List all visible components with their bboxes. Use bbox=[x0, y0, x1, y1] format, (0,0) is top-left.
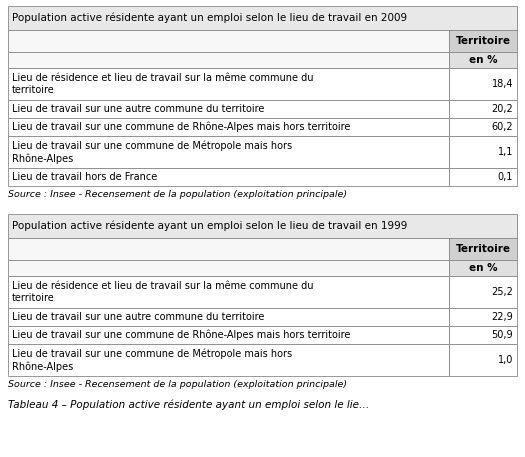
Bar bbox=[449, 30, 517, 52]
Bar bbox=[449, 308, 517, 326]
Text: Population active résidente ayant un emploi selon le lieu de travail en 1999: Population active résidente ayant un emp… bbox=[12, 221, 407, 231]
Text: Tableau 4 – Population active résidente ayant un emploi selon le lie…: Tableau 4 – Population active résidente … bbox=[8, 400, 370, 410]
Text: 1,0: 1,0 bbox=[498, 355, 513, 365]
Bar bbox=[449, 136, 517, 168]
Bar bbox=[8, 68, 449, 100]
Bar bbox=[8, 238, 449, 260]
Bar bbox=[449, 260, 517, 276]
Bar bbox=[449, 68, 517, 100]
Text: Territoire: Territoire bbox=[456, 36, 510, 46]
Bar bbox=[8, 214, 517, 238]
Text: Lieu de travail sur une commune de Rhône-Alpes mais hors territoire: Lieu de travail sur une commune de Rhône… bbox=[12, 122, 350, 132]
Text: 18,4: 18,4 bbox=[491, 79, 513, 89]
Text: 1,1: 1,1 bbox=[498, 147, 513, 157]
Bar bbox=[449, 52, 517, 68]
Text: 20,2: 20,2 bbox=[491, 104, 513, 114]
Bar bbox=[8, 52, 449, 68]
Text: Lieu de travail sur une commune de Métropole mais hors
Rhône-Alpes: Lieu de travail sur une commune de Métro… bbox=[12, 140, 292, 164]
Bar bbox=[8, 100, 449, 118]
Bar bbox=[8, 326, 449, 344]
Bar bbox=[8, 118, 449, 136]
Bar bbox=[8, 6, 517, 30]
Text: Lieu de travail hors de France: Lieu de travail hors de France bbox=[12, 172, 157, 182]
Bar bbox=[449, 238, 517, 260]
Bar bbox=[8, 260, 449, 276]
Text: 22,9: 22,9 bbox=[491, 312, 513, 322]
Bar bbox=[449, 326, 517, 344]
Text: Lieu de travail sur une commune de Métropole mais hors
Rhône-Alpes: Lieu de travail sur une commune de Métro… bbox=[12, 348, 292, 372]
Bar bbox=[8, 168, 449, 186]
Text: Lieu de résidence et lieu de travail sur la même commune du
territoire: Lieu de résidence et lieu de travail sur… bbox=[12, 73, 313, 95]
Bar bbox=[449, 276, 517, 308]
Bar bbox=[449, 118, 517, 136]
Text: Source : Insee - Recensement de la population (exploitation principale): Source : Insee - Recensement de la popul… bbox=[8, 190, 347, 199]
Bar bbox=[8, 30, 449, 52]
Text: en %: en % bbox=[469, 263, 497, 273]
Text: Source : Insee - Recensement de la population (exploitation principale): Source : Insee - Recensement de la popul… bbox=[8, 380, 347, 389]
Text: 0,1: 0,1 bbox=[498, 172, 513, 182]
Bar bbox=[449, 168, 517, 186]
Text: Lieu de résidence et lieu de travail sur la même commune du
territoire: Lieu de résidence et lieu de travail sur… bbox=[12, 281, 313, 303]
Bar bbox=[449, 100, 517, 118]
Bar bbox=[8, 276, 449, 308]
Text: 60,2: 60,2 bbox=[491, 122, 513, 132]
Bar bbox=[8, 344, 449, 376]
Bar bbox=[449, 344, 517, 376]
Bar bbox=[8, 136, 449, 168]
Text: 50,9: 50,9 bbox=[491, 330, 513, 340]
Text: en %: en % bbox=[469, 55, 497, 65]
Text: Lieu de travail sur une commune de Rhône-Alpes mais hors territoire: Lieu de travail sur une commune de Rhône… bbox=[12, 330, 350, 340]
Text: Lieu de travail sur une autre commune du territoire: Lieu de travail sur une autre commune du… bbox=[12, 104, 265, 114]
Text: Lieu de travail sur une autre commune du territoire: Lieu de travail sur une autre commune du… bbox=[12, 312, 265, 322]
Text: Territoire: Territoire bbox=[456, 244, 510, 254]
Bar bbox=[8, 308, 449, 326]
Text: Population active résidente ayant un emploi selon le lieu de travail en 2009: Population active résidente ayant un emp… bbox=[12, 13, 407, 23]
Text: 25,2: 25,2 bbox=[491, 287, 513, 297]
